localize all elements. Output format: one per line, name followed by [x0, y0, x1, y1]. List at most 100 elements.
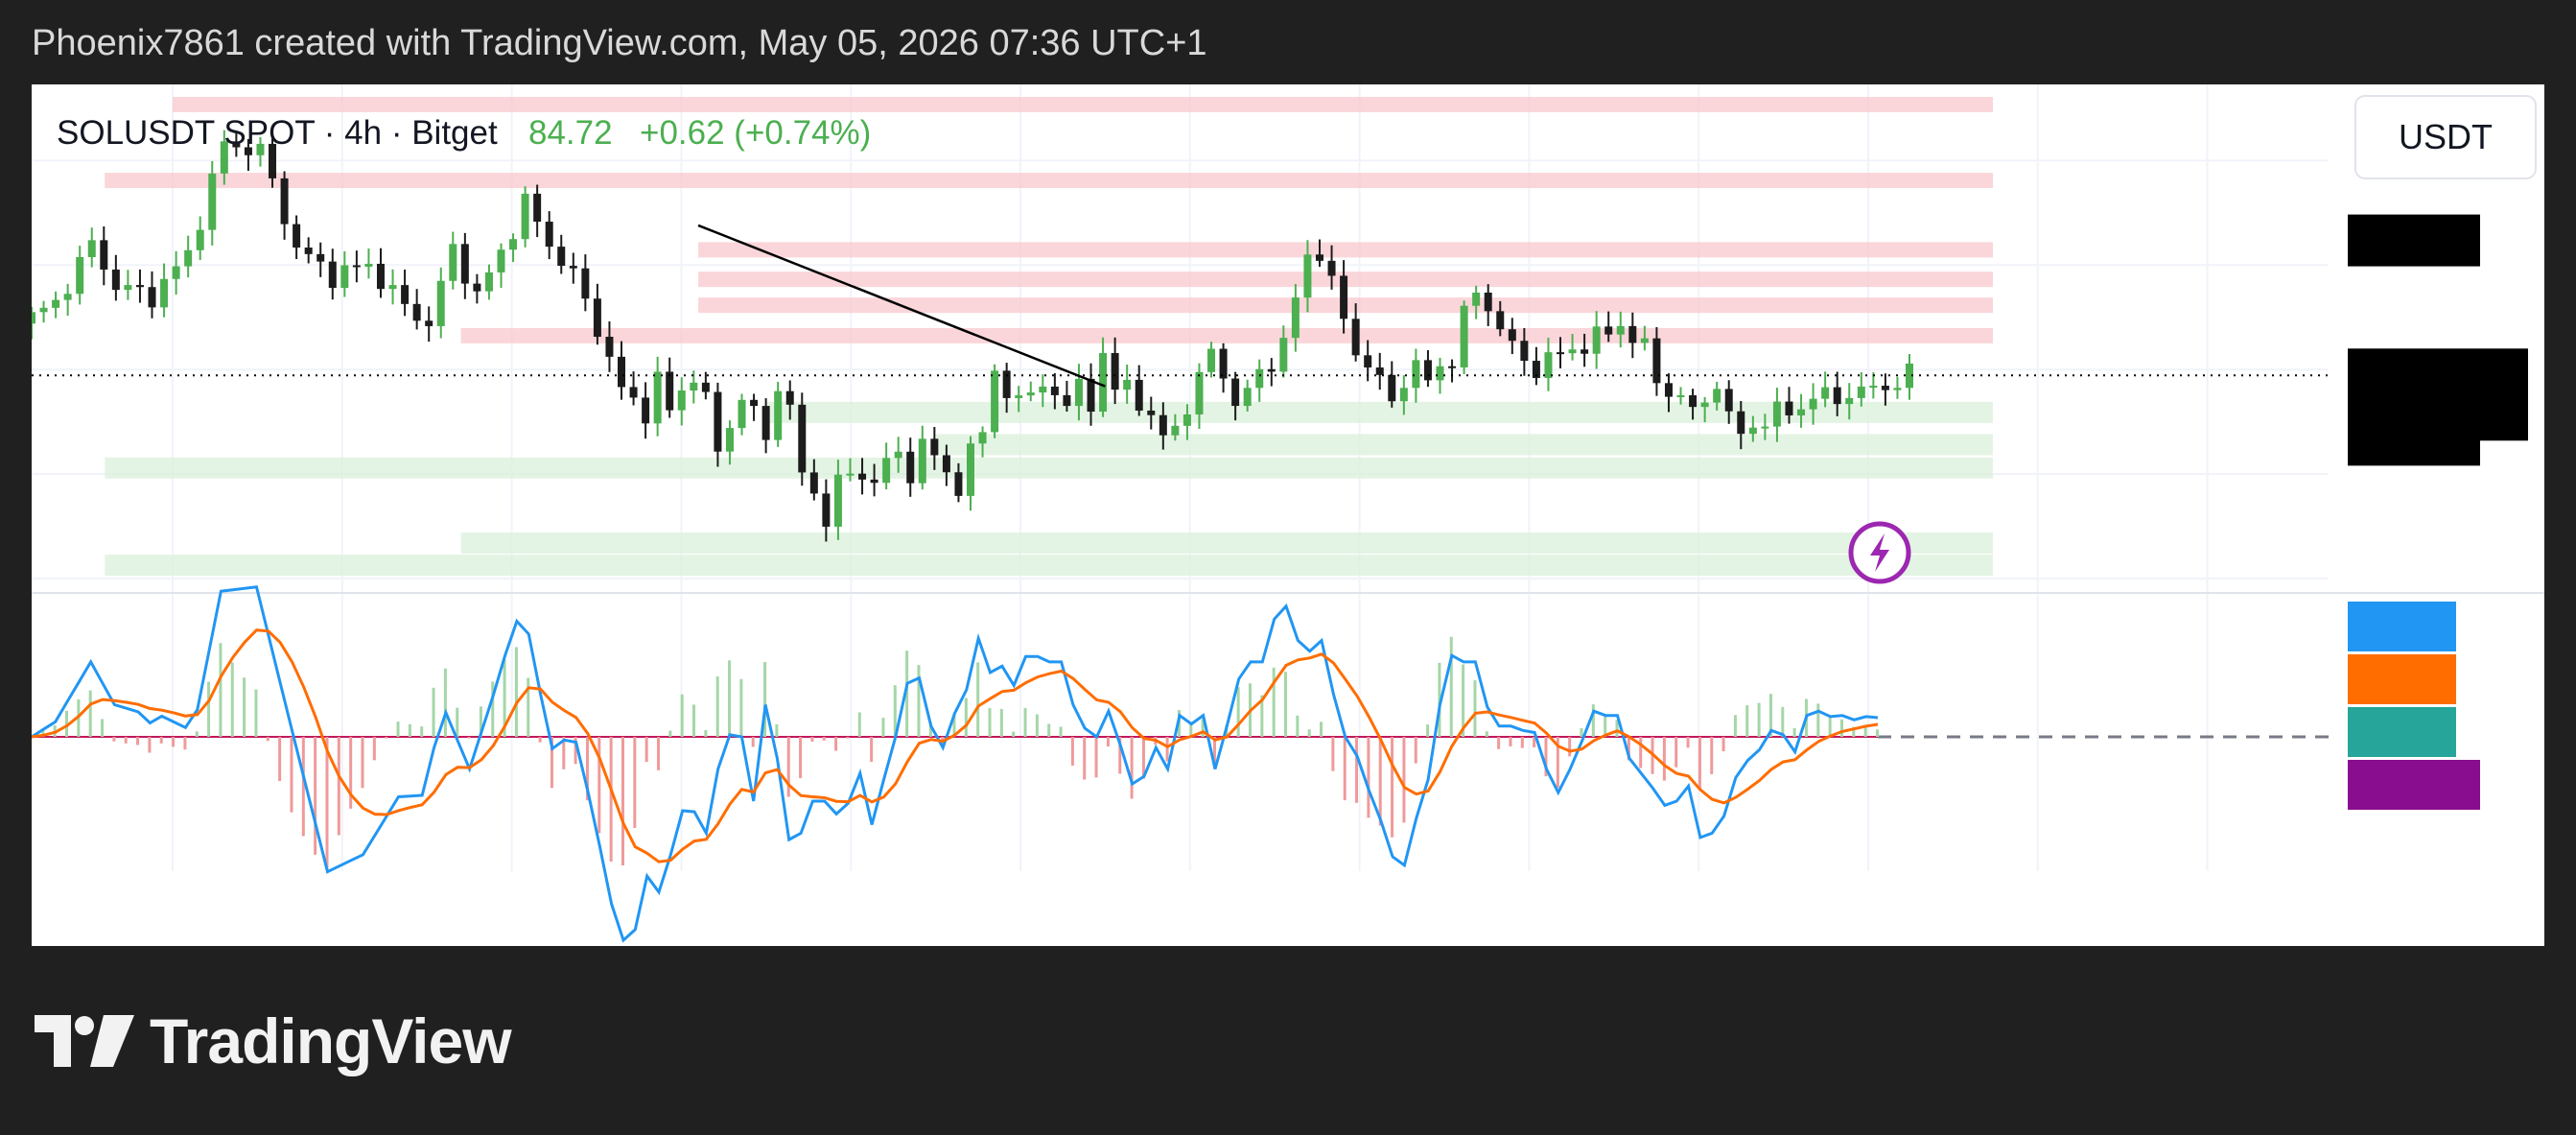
- macd-histogram-bar: [881, 718, 885, 737]
- macd-histogram-bar: [207, 681, 211, 737]
- macd-histogram-bar: [1698, 737, 1701, 790]
- candle-body: [1906, 363, 1913, 389]
- candle-body: [714, 391, 722, 452]
- chart-panel[interactable]: SOLUSDT SPOT · 4h · Bitget 84.72 +0.62 (…: [32, 84, 2544, 946]
- macd-histogram-bar: [1533, 737, 1536, 747]
- macd-histogram-bar: [917, 665, 921, 737]
- macd-histogram-bar: [148, 737, 152, 753]
- resistance-zone: [698, 242, 1993, 258]
- macd-histogram-bar: [325, 737, 329, 869]
- candle-body: [1460, 305, 1468, 368]
- macd-histogram-bar: [1343, 737, 1347, 801]
- candle-body: [484, 272, 493, 292]
- macd-histogram-bar: [1639, 737, 1643, 768]
- candle-body: [677, 390, 686, 411]
- macd-histogram-bar: [1106, 737, 1110, 747]
- macd-histogram-bar: [928, 721, 932, 737]
- currency-button[interactable]: USDT: [2354, 95, 2537, 179]
- macd-pane: [32, 585, 2329, 943]
- candle-body: [1652, 338, 1661, 384]
- macd-histogram-bar: [1083, 737, 1087, 780]
- trendline[interactable]: [697, 224, 1106, 388]
- macd-histogram-bar: [574, 737, 577, 765]
- candle-body: [425, 320, 433, 326]
- candle-body: [1231, 378, 1240, 407]
- candle-body: [557, 247, 566, 267]
- candle-body: [1423, 360, 1432, 381]
- candle-body: [1219, 348, 1228, 379]
- macd-histogram-bar: [1520, 737, 1524, 748]
- macd-histogram-bar: [739, 678, 743, 737]
- macd-histogram-bar: [550, 737, 553, 789]
- macd-histogram-bar: [456, 707, 459, 737]
- macd-histogram-bar: [1130, 737, 1134, 799]
- candle-body: [1195, 371, 1204, 414]
- support-zone: [765, 401, 1993, 423]
- macd-histogram-bar: [1852, 726, 1856, 737]
- macd-histogram-bar: [1272, 667, 1276, 737]
- macd-histogram-bar: [1402, 737, 1406, 823]
- macd-histogram-bar: [1070, 737, 1074, 767]
- candle-body: [63, 294, 72, 300]
- candle-body: [629, 387, 638, 398]
- candle-body: [111, 269, 120, 291]
- macd-histogram-bar: [278, 737, 282, 782]
- macd-histogram-bar: [644, 737, 648, 763]
- macd-histogram-bar: [527, 677, 530, 737]
- macd-histogram-bar: [1012, 731, 1016, 737]
- candle-body: [1111, 353, 1119, 390]
- candle-body: [304, 248, 313, 254]
- macd-histogram-bar: [41, 730, 45, 737]
- macd-histogram-bar: [349, 737, 353, 809]
- candle-body: [1508, 329, 1516, 342]
- macd-histogram-bar: [1710, 737, 1714, 774]
- macd-histogram-bar: [514, 647, 518, 737]
- candle-body: [388, 285, 397, 290]
- macd-histogram-bar: [1189, 722, 1193, 737]
- candle-body: [1050, 386, 1059, 395]
- candle-body: [1797, 409, 1806, 415]
- candle-body: [1375, 367, 1384, 375]
- candle-body: [1099, 353, 1108, 413]
- candle-body: [918, 438, 926, 484]
- candle-body: [1640, 338, 1649, 343]
- lightning-icon[interactable]: [1848, 521, 1911, 584]
- tradingview-brand[interactable]: TradingView: [35, 1005, 512, 1076]
- macd-histogram-bar: [172, 737, 176, 747]
- macd-histogram-bar: [1497, 737, 1501, 749]
- macd-histogram-bar: [846, 737, 850, 739]
- candle-body: [1496, 311, 1505, 330]
- candle-body: [1857, 386, 1865, 398]
- macd-histogram-bar: [657, 737, 661, 770]
- candle-body: [364, 263, 373, 268]
- candle-body: [352, 265, 361, 268]
- candle-body: [1772, 401, 1781, 427]
- macd-histogram-bar: [467, 737, 471, 739]
- candle-body: [666, 371, 674, 411]
- macd-histogram-bar: [479, 706, 482, 737]
- macd-histogram-bar: [976, 662, 980, 737]
- macd-histogram-bar: [1580, 727, 1583, 737]
- support-zone: [105, 555, 1993, 577]
- candle-body: [1399, 388, 1408, 402]
- candle-body: [172, 266, 180, 279]
- macd-histogram-bar: [243, 677, 246, 737]
- macd-value-tag-bg: [2348, 654, 2456, 704]
- candle-body: [701, 382, 710, 392]
- candle-body: [991, 370, 999, 433]
- macd-histogram-bar: [822, 737, 826, 741]
- price-chart-svg[interactable]: SOLUSDT SPOT · 4h · Bitget 84.72 +0.62 (…: [32, 84, 2544, 946]
- macd-histogram-bar: [1035, 714, 1039, 737]
- candle-body: [1412, 360, 1420, 389]
- candle-body: [1821, 387, 1830, 399]
- candle-body: [232, 141, 241, 148]
- candle-body: [1869, 386, 1878, 389]
- candle-body: [978, 432, 987, 444]
- macd-histogram-bar: [491, 681, 495, 737]
- candle-body: [1472, 292, 1481, 306]
- candle-body: [569, 266, 577, 269]
- candle-body: [1592, 326, 1601, 354]
- candle-body: [208, 173, 217, 230]
- macd-histogram-bar: [1828, 715, 1832, 737]
- candle-body: [809, 472, 818, 494]
